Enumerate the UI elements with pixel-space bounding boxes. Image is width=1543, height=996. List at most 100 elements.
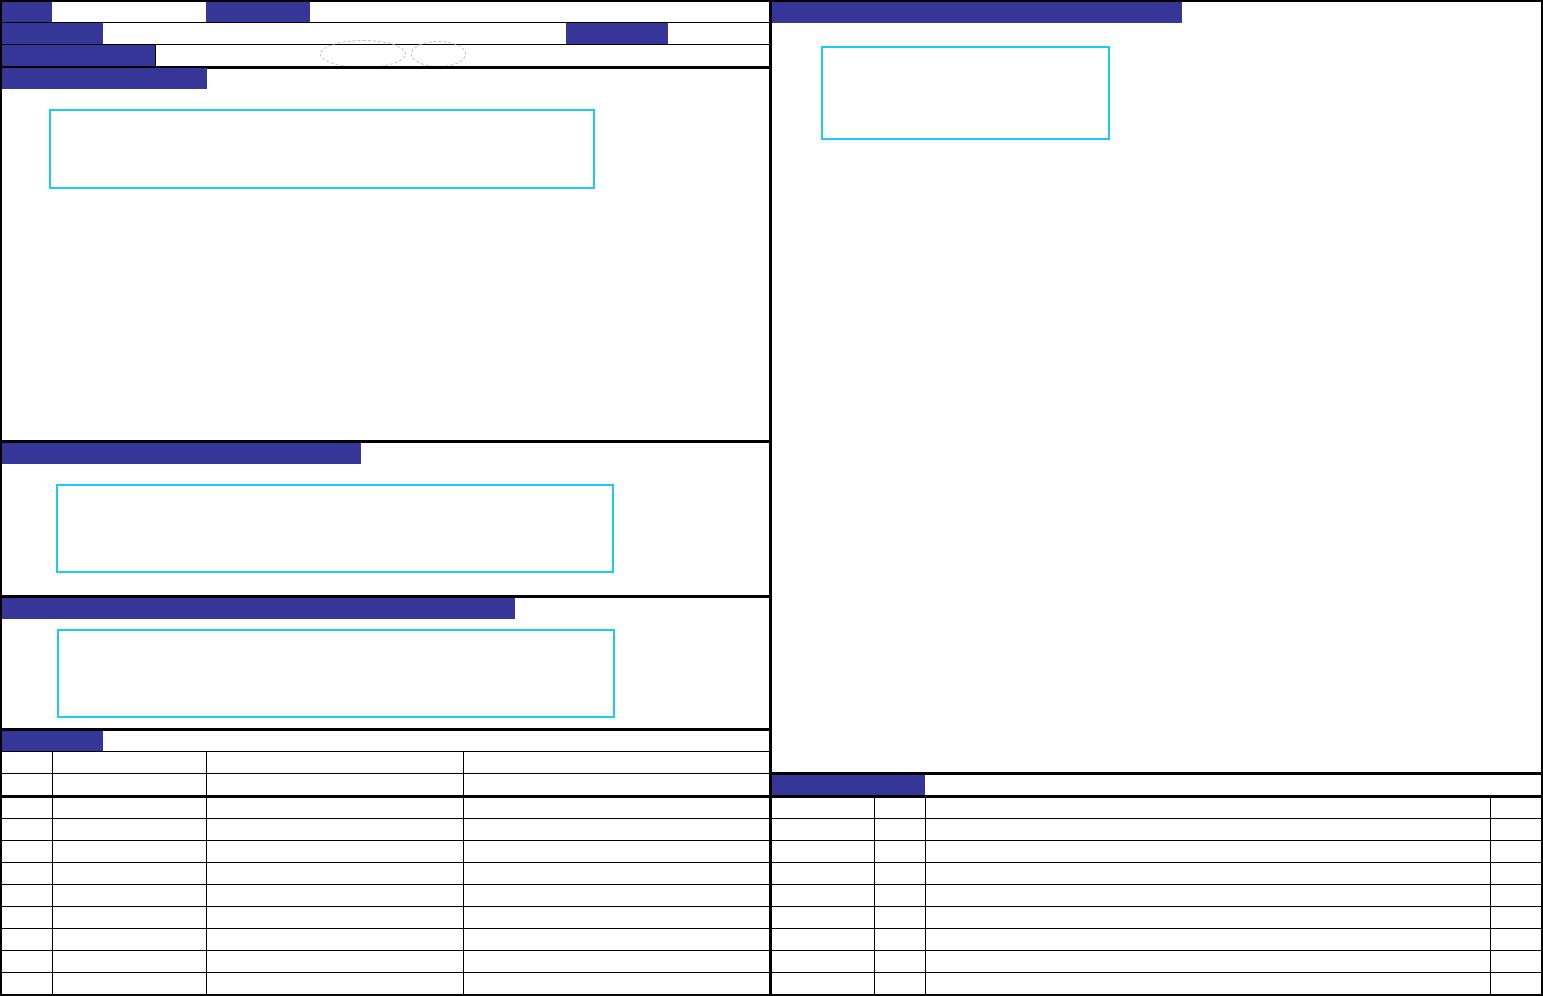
table-cell[interactable]: [3, 752, 52, 773]
oval-radio-icon[interactable]: [320, 40, 406, 68]
table-cell[interactable]: [1491, 973, 1541, 994]
table-cell[interactable]: [1491, 863, 1541, 884]
table-cell[interactable]: [207, 929, 463, 950]
table-cell[interactable]: [464, 841, 770, 862]
table-cell[interactable]: [1491, 796, 1541, 818]
table-cell[interactable]: [53, 973, 206, 994]
table-cell[interactable]: [772, 907, 874, 928]
table-cell[interactable]: [3, 863, 52, 884]
table-cell[interactable]: [772, 929, 874, 950]
table-cell[interactable]: [1491, 841, 1541, 862]
table-cell[interactable]: [3, 796, 52, 818]
table-cell[interactable]: [926, 885, 1490, 906]
table-cell[interactable]: [207, 863, 463, 884]
table-cell[interactable]: [207, 841, 463, 862]
table-cell[interactable]: [3, 929, 52, 950]
table-cell[interactable]: [1491, 951, 1541, 972]
table-cell[interactable]: [464, 774, 770, 795]
table-column-line: [206, 751, 207, 994]
table-cell[interactable]: [3, 819, 52, 840]
table-cell[interactable]: [207, 907, 463, 928]
right-panel-text-field[interactable]: [821, 46, 1110, 140]
table-cell[interactable]: [53, 929, 206, 950]
table-cell[interactable]: [464, 819, 770, 840]
header-field-4[interactable]: [668, 23, 770, 45]
table-cell[interactable]: [53, 885, 206, 906]
table-cell[interactable]: [464, 752, 770, 773]
table-cell[interactable]: [926, 973, 1490, 994]
table-cell[interactable]: [926, 796, 1490, 818]
oval-radio-icon[interactable]: [411, 41, 466, 67]
table-row-line: [771, 928, 1541, 929]
table-cell[interactable]: [53, 907, 206, 928]
table-cell[interactable]: [926, 951, 1490, 972]
table-cell[interactable]: [464, 796, 770, 818]
table-cell[interactable]: [3, 973, 52, 994]
section-3-text-field[interactable]: [57, 629, 615, 718]
table-cell[interactable]: [926, 929, 1490, 950]
table-cell[interactable]: [3, 885, 52, 906]
header-field-2[interactable]: [310, 2, 770, 23]
table-cell[interactable]: [1491, 885, 1541, 906]
table-cell[interactable]: [53, 951, 206, 972]
table-row-line: [2, 862, 771, 863]
table-cell[interactable]: [772, 841, 874, 862]
table-cell[interactable]: [464, 951, 770, 972]
table-cell[interactable]: [53, 863, 206, 884]
table-cell[interactable]: [875, 841, 925, 862]
header-field-3[interactable]: [103, 23, 566, 45]
table-row-line: [2, 884, 771, 885]
table-cell[interactable]: [207, 951, 463, 972]
table-cell[interactable]: [1491, 907, 1541, 928]
section-2-text-field[interactable]: [56, 484, 614, 573]
table-cell[interactable]: [464, 863, 770, 884]
table-cell[interactable]: [1491, 819, 1541, 840]
table-cell[interactable]: [772, 819, 874, 840]
table-cell[interactable]: [207, 752, 463, 773]
table-cell[interactable]: [3, 774, 52, 795]
table-cell[interactable]: [53, 796, 206, 818]
table-cell[interactable]: [926, 863, 1490, 884]
table-cell[interactable]: [207, 774, 463, 795]
table-cell[interactable]: [772, 885, 874, 906]
right-table-header: [772, 775, 925, 796]
header-field-1[interactable]: [52, 2, 206, 23]
table-cell[interactable]: [207, 885, 463, 906]
table-cell[interactable]: [875, 973, 925, 994]
table-cell[interactable]: [772, 796, 874, 818]
header-field-5[interactable]: [155, 45, 770, 66]
table-cell[interactable]: [772, 973, 874, 994]
table-cell[interactable]: [3, 907, 52, 928]
table-row-line: [771, 862, 1541, 863]
table-cell[interactable]: [772, 863, 874, 884]
table-cell[interactable]: [926, 819, 1490, 840]
divider: [2, 66, 771, 69]
table-cell[interactable]: [875, 796, 925, 818]
table-cell[interactable]: [464, 973, 770, 994]
table-cell[interactable]: [875, 885, 925, 906]
table-cell[interactable]: [464, 907, 770, 928]
table-cell[interactable]: [53, 774, 206, 795]
section-1-text-field[interactable]: [49, 109, 595, 189]
table-cell[interactable]: [3, 951, 52, 972]
table-cell[interactable]: [926, 841, 1490, 862]
table-cell[interactable]: [875, 819, 925, 840]
table-cell[interactable]: [207, 973, 463, 994]
table-cell[interactable]: [207, 796, 463, 818]
table-cell[interactable]: [875, 951, 925, 972]
table-cell[interactable]: [875, 929, 925, 950]
table-cell[interactable]: [875, 907, 925, 928]
table-cell[interactable]: [1491, 929, 1541, 950]
table-cell[interactable]: [53, 752, 206, 773]
table-cell[interactable]: [3, 841, 52, 862]
header-label-4: [566, 23, 668, 45]
table-cell[interactable]: [53, 819, 206, 840]
table-row-line: [771, 840, 1541, 841]
table-cell[interactable]: [875, 863, 925, 884]
table-cell[interactable]: [464, 929, 770, 950]
table-cell[interactable]: [207, 819, 463, 840]
table-cell[interactable]: [926, 907, 1490, 928]
table-cell[interactable]: [53, 841, 206, 862]
table-cell[interactable]: [772, 951, 874, 972]
table-cell[interactable]: [464, 885, 770, 906]
